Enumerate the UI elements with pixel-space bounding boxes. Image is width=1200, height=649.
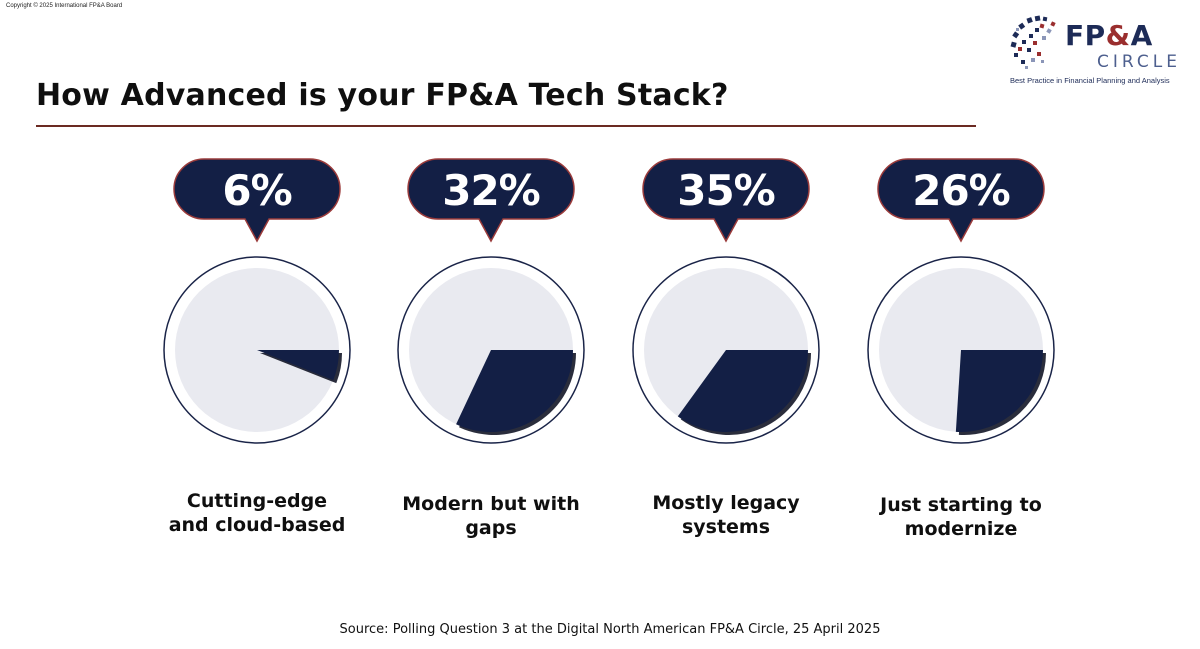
category-label-line: gaps bbox=[465, 517, 517, 539]
category-label: Modern but with gaps bbox=[381, 492, 601, 540]
value-label: 32% bbox=[442, 166, 540, 215]
value-bubble bbox=[173, 158, 341, 243]
value-label: 26% bbox=[912, 166, 1010, 215]
category-label: Just starting to modernize bbox=[851, 493, 1071, 541]
logo-circle-text: CIRCLE bbox=[1097, 52, 1181, 72]
logo-wordmark: FP&A bbox=[1065, 19, 1153, 52]
value-label: 6% bbox=[222, 166, 291, 215]
page-title: How Advanced is your FP&A Tech Stack? bbox=[36, 78, 729, 113]
category-label-line: modernize bbox=[904, 518, 1018, 540]
source-note: Source: Polling Question 3 at the Digita… bbox=[339, 622, 881, 637]
category-label: Cutting-edge and cloud-based bbox=[147, 489, 367, 537]
value-label: 35% bbox=[677, 166, 775, 215]
category-label-line: Mostly legacy bbox=[652, 492, 800, 514]
pie-slice bbox=[456, 350, 573, 432]
pie-slice bbox=[677, 350, 808, 432]
value-bubble bbox=[642, 158, 810, 243]
pie-slice bbox=[955, 350, 1043, 432]
value-bubble bbox=[877, 158, 1045, 243]
value-bubble bbox=[407, 158, 575, 243]
category-label-line: Just starting to bbox=[880, 494, 1042, 516]
category-label-line: systems bbox=[681, 516, 771, 538]
logo-mark-icon bbox=[1010, 15, 1056, 69]
copyright-notice: Copyright © 2025 International FP&A Boar… bbox=[6, 3, 123, 9]
category-label-line: and cloud-based bbox=[168, 514, 346, 536]
category-label: Mostly legacy systems bbox=[616, 491, 836, 539]
fpa-circle-logo: FP&A CIRCLE Best Practice in Financial P… bbox=[1007, 14, 1187, 86]
category-label-line: Cutting-edge bbox=[186, 490, 328, 512]
title-divider bbox=[36, 125, 976, 127]
pie-slice bbox=[257, 350, 339, 381]
logo-tagline: Best Practice in Financial Planning and … bbox=[1010, 76, 1170, 85]
category-label-line: Modern but with bbox=[402, 493, 580, 515]
